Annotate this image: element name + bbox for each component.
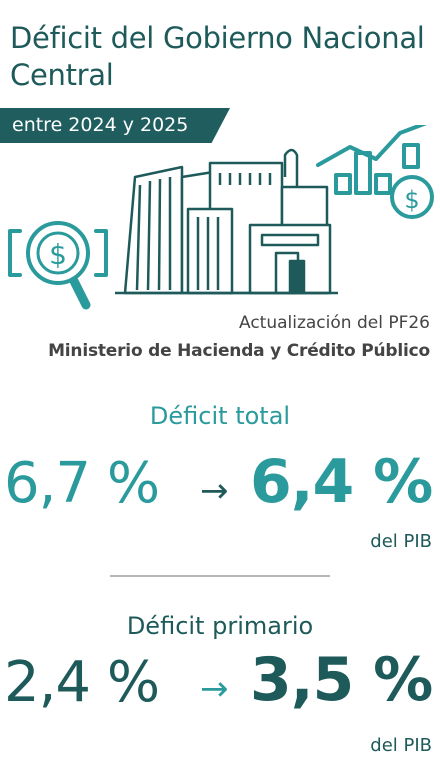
source-ministry: Ministerio de Hacienda y Crédito Público bbox=[48, 341, 430, 361]
deficit-primario-before: 2,4 % bbox=[4, 650, 160, 715]
deficit-total-unit: del PIB bbox=[370, 531, 432, 552]
government-building-icon bbox=[115, 148, 338, 295]
deficit-total-after: 6,4 % bbox=[250, 447, 433, 517]
bar-chart-dollar-icon: $ bbox=[316, 125, 434, 219]
deficit-total-label: Déficit total bbox=[149, 402, 291, 430]
illustration: $ $ bbox=[8, 125, 434, 310]
arrow-right-icon: → bbox=[200, 669, 229, 709]
source-update: Actualización del PF26 bbox=[238, 313, 430, 333]
deficit-primario-label: Déficit primario bbox=[126, 612, 314, 640]
deficit-total-before: 6,7 % bbox=[4, 451, 160, 516]
subtitle-text: entre 2024 y 2025 bbox=[12, 114, 189, 136]
svg-text:$: $ bbox=[49, 238, 67, 271]
search-dollar-icon: $ bbox=[8, 221, 108, 310]
deficit-primario-after: 3,5 % bbox=[250, 645, 433, 715]
page-title: Déficit del Gobierno Nacional Central bbox=[10, 21, 425, 92]
deficit-primario-unit: del PIB bbox=[370, 735, 432, 756]
svg-text:$: $ bbox=[404, 186, 419, 214]
divider bbox=[110, 575, 330, 577]
subtitle-banner bbox=[0, 108, 230, 143]
arrow-right-icon: → bbox=[200, 471, 229, 511]
